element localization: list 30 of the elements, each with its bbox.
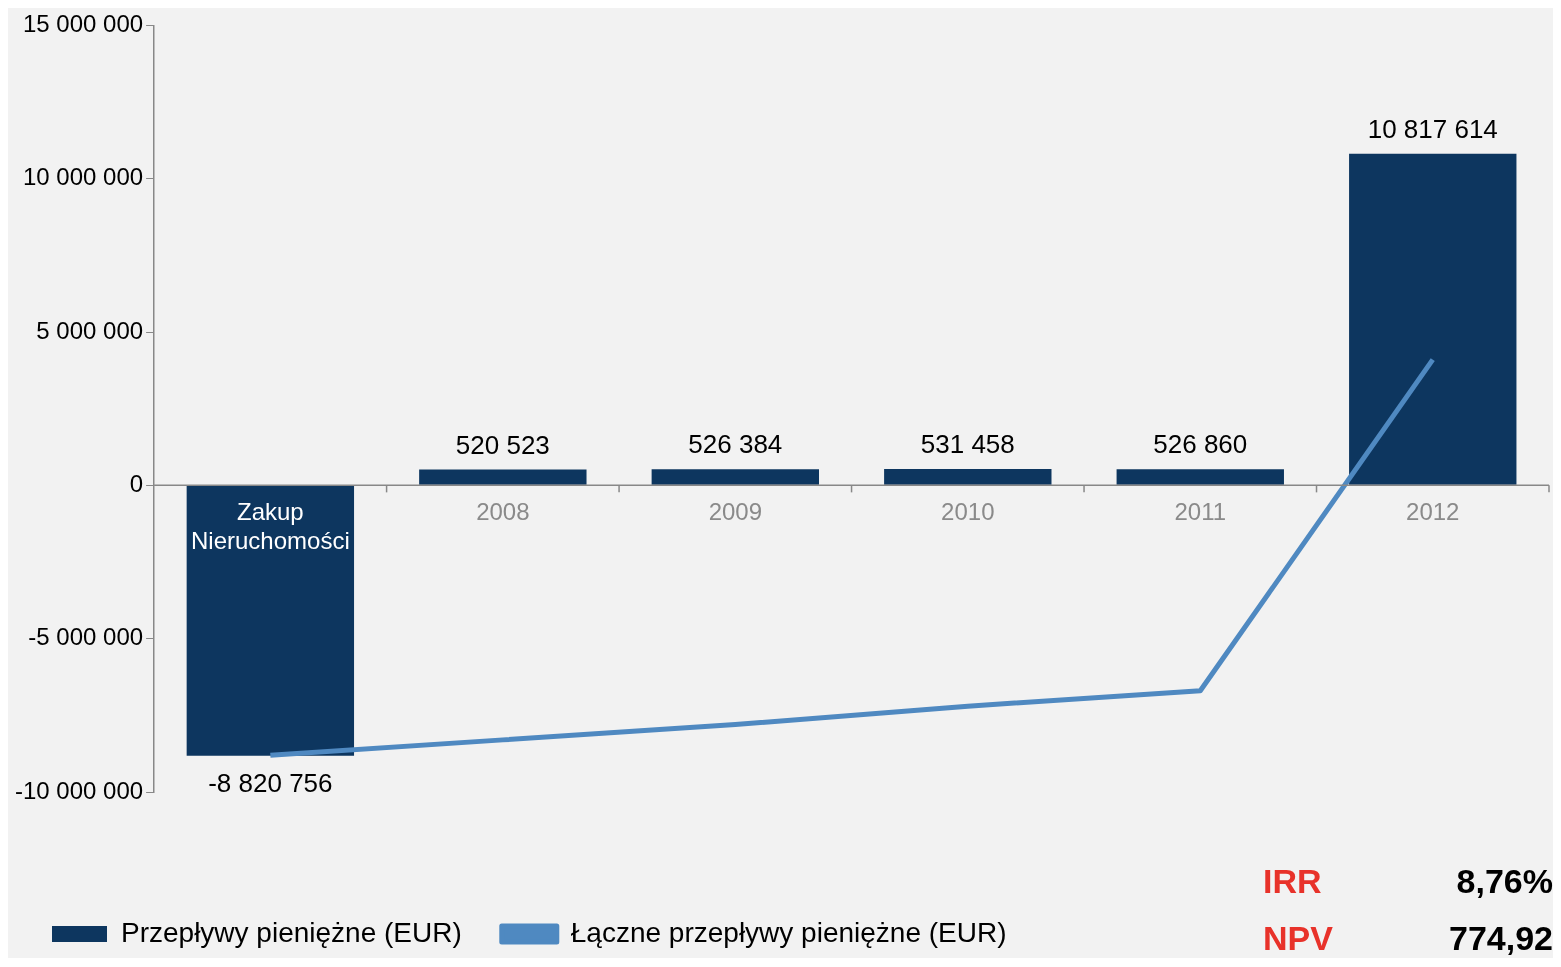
data-label: 531 458: [920, 429, 1015, 460]
legend-label: Łączne przepływy pieniężne (EUR): [570, 916, 1007, 948]
y-tick-label: 5 000 000: [36, 316, 144, 344]
x-tick-label: 2009: [708, 497, 763, 525]
x-tick-label: 2012: [1406, 497, 1460, 525]
text: 8,76%: [1455, 862, 1553, 901]
data-label: 10 817 614: [1367, 113, 1498, 144]
text: NPV: [1263, 919, 1334, 958]
bar: [1116, 469, 1284, 485]
y-tick-label: -5 000 000: [28, 623, 144, 651]
x-tick-label: 2008: [476, 497, 530, 525]
bar: [884, 469, 1052, 485]
text: IRR: [1263, 862, 1323, 901]
data-label: 526 384: [688, 429, 783, 460]
y-tick-label: 10 000 000: [22, 163, 144, 191]
text: 774,92: [1448, 919, 1553, 958]
legend-label: Przepływy pieniężne (EUR): [121, 916, 462, 948]
bar: [651, 469, 820, 485]
x-tick-label: 2011: [1174, 497, 1227, 525]
x-tick-label: Zakup Nieruchomości: [190, 497, 350, 554]
y-tick-label: 15 000 000: [22, 10, 144, 38]
data-label: 520 523: [455, 429, 550, 460]
bar: [186, 485, 355, 756]
bar: [419, 469, 587, 485]
y-tick-label: 0: [129, 469, 144, 497]
bar: [1349, 153, 1517, 485]
y-tick-label: -10 000 000: [15, 776, 144, 804]
data-label: 526 860: [1153, 429, 1248, 460]
data-label: -8 820 756: [208, 768, 333, 799]
x-tick-label: 2010: [941, 497, 995, 525]
